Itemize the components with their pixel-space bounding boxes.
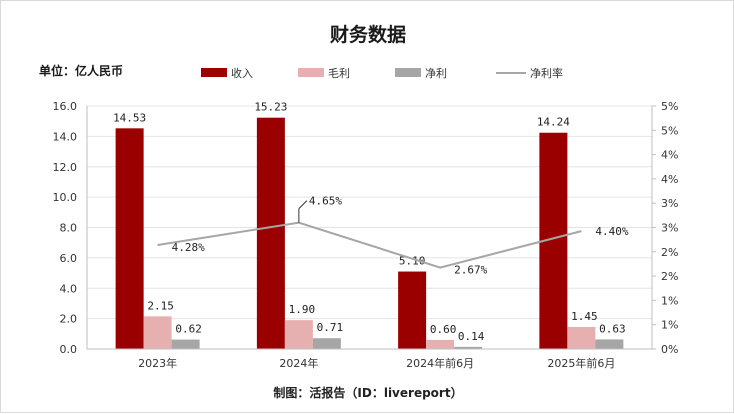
bar-data-label: 1.90	[289, 303, 316, 316]
y-left-tick-label: 8.0	[60, 222, 78, 235]
legend-entry: 毛利	[328, 67, 350, 80]
y-right-tick-label: 2%	[661, 246, 678, 259]
y-right-tick-label: 3%	[661, 222, 678, 235]
legend-entry: 收入	[231, 66, 253, 80]
bar-data-label: 5.10	[399, 255, 426, 268]
source-note: 制图：活报告（ID：livereport）	[273, 385, 462, 400]
bar-毛利	[143, 316, 172, 349]
bar-毛利	[426, 339, 455, 349]
x-axis: 2023年 2024年 2024年前6月 2025年前6月	[87, 348, 652, 370]
x-category-label: 2025年前6月	[547, 356, 615, 370]
bar-毛利	[284, 320, 313, 349]
y-right-tick-label: 3%	[661, 197, 678, 210]
legend: 收入 毛利 净利 净利率	[201, 66, 563, 80]
y-left-tick-label: 0.0	[60, 343, 78, 356]
y-right-tick-label: 4%	[661, 149, 678, 162]
bar-series: 14.53 2.150.62 15.23 1.900.71 5.10 0.600.14 14…	[113, 101, 626, 350]
bar-收入	[115, 128, 144, 349]
bar-data-label: 0.71	[317, 321, 344, 334]
legend-swatch	[395, 68, 421, 77]
bar-收入	[256, 117, 285, 350]
x-category-label: 2024年	[279, 356, 318, 370]
unit-label: 单位：亿人民币	[39, 63, 123, 78]
y-left-tick-label: 4.0	[60, 282, 78, 295]
y-right-tick-label: 4%	[661, 173, 678, 186]
y-right-tick-label: 1%	[661, 319, 678, 332]
y-left-tick-label: 12.0	[53, 161, 78, 174]
bar-毛利	[567, 326, 596, 349]
y-axis-left: 0.0 2.0 4.0 6.0 8.0 10.0 12.0 14.0 16.0	[53, 100, 88, 356]
x-category-label: 2023年	[138, 356, 177, 370]
y-left-tick-label: 10.0	[53, 191, 78, 204]
y-left-tick-label: 14.0	[53, 130, 78, 143]
bar-收入	[398, 271, 427, 349]
bar-净利	[454, 346, 483, 349]
bar-data-label: 15.23	[254, 101, 287, 114]
bar-data-label: 0.62	[175, 323, 202, 336]
y-right-tick-label: 1%	[661, 294, 678, 307]
line-data-label: 4.40%	[595, 225, 628, 238]
y-right-tick-label: 5%	[661, 124, 678, 137]
y-left-tick-label: 2.0	[60, 313, 78, 326]
line-data-label: 2.67%	[454, 264, 487, 277]
bar-净利	[312, 338, 341, 349]
legend-swatch	[298, 68, 324, 77]
chart-title: 财务数据	[330, 23, 406, 46]
x-category-label: 2024年前6月	[406, 356, 474, 370]
y-left-tick-label: 6.0	[60, 252, 78, 265]
y-right-tick-label: 5%	[661, 100, 678, 113]
y-left-tick-label: 16.0	[53, 100, 78, 113]
y-right-tick-label: 0%	[661, 343, 678, 356]
legend-entry: 净利	[425, 66, 447, 80]
line-data-label: 4.65%	[309, 195, 342, 208]
legend-swatch	[201, 68, 227, 77]
bar-data-label: 0.60	[430, 323, 457, 336]
label-leader-line	[298, 200, 308, 209]
bar-data-label: 14.53	[113, 111, 146, 124]
y-axis-right: 0% 1% 1% 2% 2% 3% 3% 4% 4% 5% 5%	[651, 100, 678, 356]
bar-data-label: 1.45	[571, 310, 598, 323]
line-净利率	[157, 221, 582, 269]
bar-data-label: 0.63	[599, 322, 626, 335]
bar-data-label: 0.14	[458, 330, 485, 343]
line-data-label: 4.28%	[172, 241, 205, 254]
bar-data-label: 2.15	[147, 299, 174, 312]
bar-净利	[171, 339, 200, 349]
line-series: 4.28% 4.65% 2.67% 4.40%	[157, 195, 629, 277]
y-right-tick-label: 2%	[661, 270, 678, 283]
bar-净利	[595, 339, 624, 349]
bar-data-label: 14.24	[537, 116, 570, 129]
legend-entry: 净利率	[530, 66, 563, 80]
